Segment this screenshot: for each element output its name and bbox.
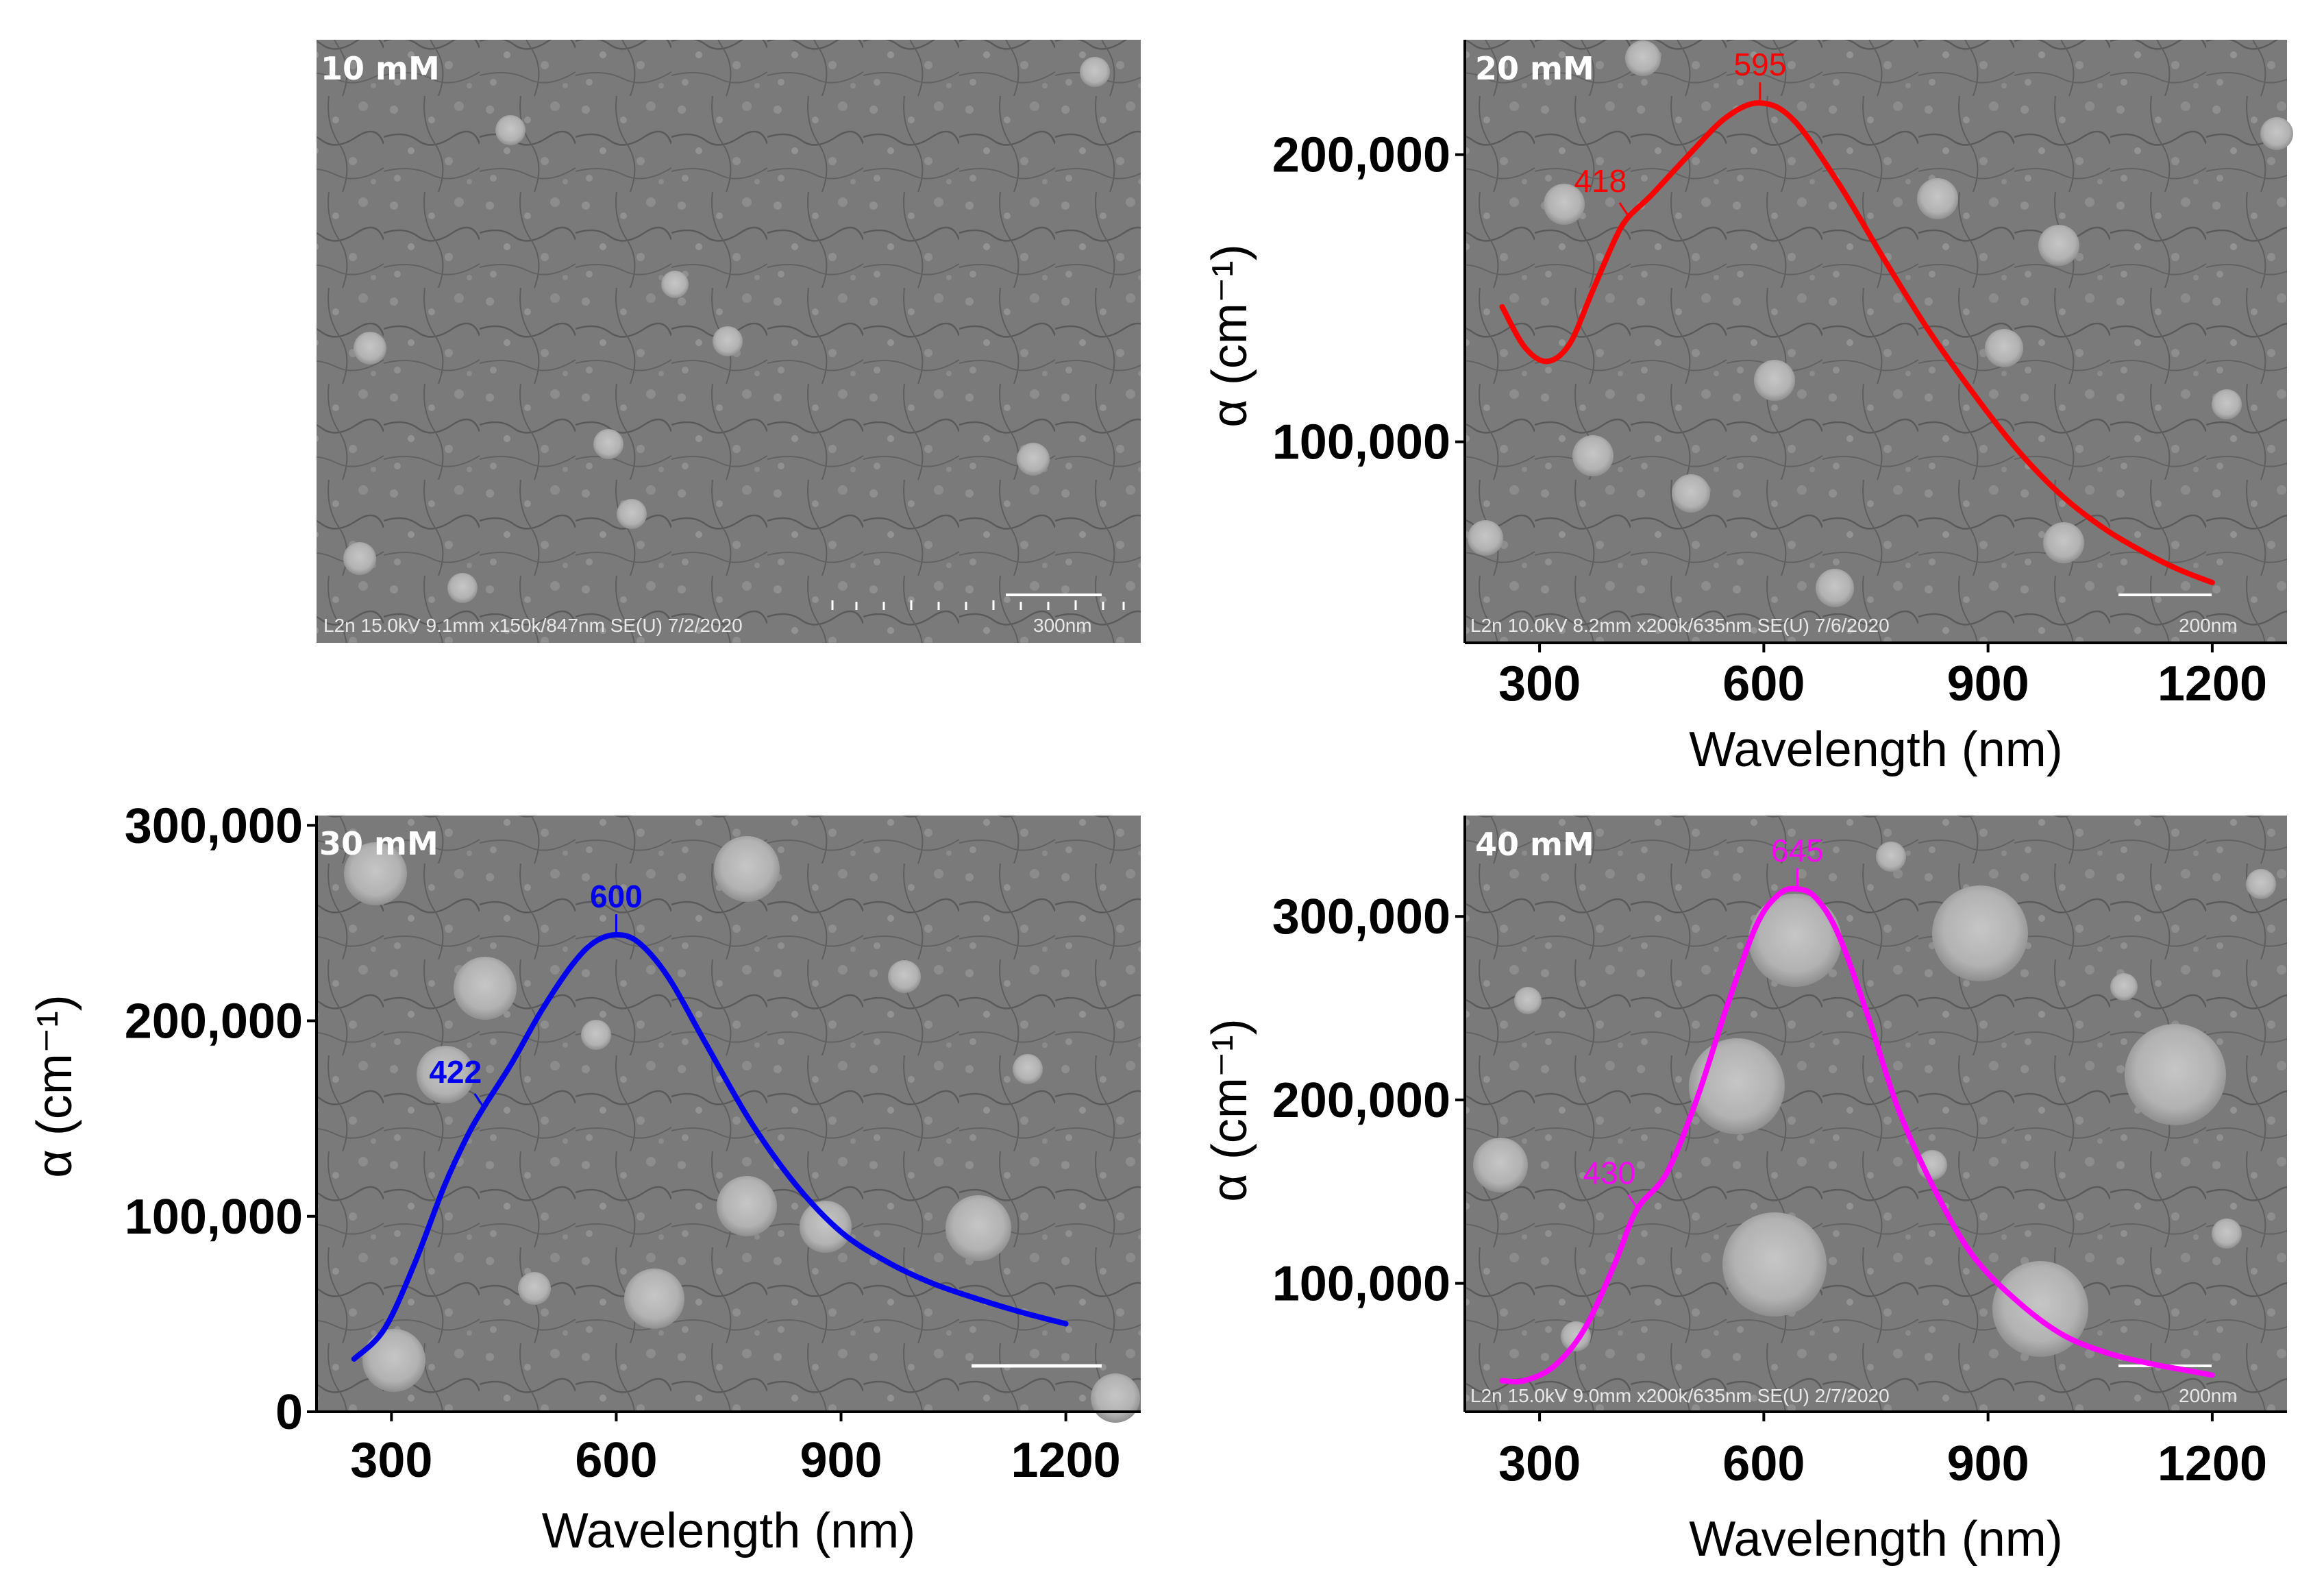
series-line — [1499, 100, 2215, 585]
y-tick-label: 200,000 — [125, 994, 303, 1049]
peak-annotation: 595 — [1734, 47, 1787, 82]
y-tick-label: 0 — [275, 1385, 303, 1440]
sem-info-40mM: L2n 15.0kV 9.0mm x200k/635nm SE(U) 2/7/2… — [1470, 1385, 1890, 1406]
panel-label-40mM: 40 mM — [1475, 826, 1594, 863]
sem-scale-text-20mM: 200nm — [2179, 615, 2238, 636]
annotation-arrow — [473, 1093, 484, 1107]
x-tick-label: 1200 — [2158, 657, 2267, 711]
x-tick-label: 300 — [1498, 1436, 1581, 1491]
sem-info-20mM: L2n 10.0kV 8.2mm x200k/635nm SE(U) 7/6/2… — [1470, 615, 1890, 636]
y-tick-label: 300,000 — [1272, 890, 1450, 944]
x-tick-label: 1200 — [2158, 1436, 2267, 1491]
x-tick-label: 300 — [1498, 657, 1581, 711]
sem-ticks-10mM — [831, 600, 1125, 610]
panel-30mM: 30 mM 300 600 900 1200 0 100,000 200,000 300,00… — [27, 798, 1141, 1558]
sem-particles-30mM — [344, 836, 1140, 1423]
y-tick-label: 100,000 — [1272, 1257, 1450, 1312]
x-axis-label: Wavelength (nm) — [1689, 722, 2063, 777]
sem-particles-20mM — [1468, 40, 2293, 607]
sem-scale-text-10mM: 300nm — [1033, 615, 1092, 636]
y-tick-label: 200,000 — [1272, 128, 1450, 183]
x-tick-label: 1200 — [1011, 1433, 1121, 1488]
x-axis-label: Wavelength (nm) — [542, 1504, 916, 1558]
x-tick-label: 600 — [575, 1433, 657, 1488]
y-tick-label: 100,000 — [1272, 415, 1450, 470]
peak-annotation: 418 — [1574, 163, 1627, 199]
x-tick-label: 600 — [1722, 1436, 1805, 1491]
x-tick-label: 900 — [1947, 657, 2029, 711]
y-tick-label: 100,000 — [125, 1190, 303, 1245]
y-tick-label: 200,000 — [1272, 1073, 1450, 1128]
sem-particles-10mM — [343, 57, 1110, 603]
y-axis-label: α (cm⁻¹) — [1202, 1018, 1257, 1202]
annotation-arrow — [1627, 1194, 1638, 1208]
panel-40mM: 40 mM L2n 15.0kV 9.0mm x200k/635nm SE(U)… — [1202, 816, 2287, 1567]
y-axis-label: α (cm⁻¹) — [1202, 244, 1257, 428]
sem-info-10mM: L2n 15.0kV 9.1mm x150k/847nm SE(U) 7/2/2… — [323, 615, 743, 636]
series-line — [351, 931, 1069, 1362]
peak-annotation: 430 — [1583, 1155, 1636, 1191]
x-tick-label: 900 — [800, 1433, 882, 1488]
panel-20mM: 20 mM L2n 10.0kV 8.2mm x200k/635nm SE(U)… — [1202, 40, 2293, 777]
sem-image-30mM — [317, 816, 1141, 1412]
panel-label-30mM: 30 mM — [319, 825, 438, 862]
chart-40mM: 300 600 900 1200 100,000 200,000 300,000 Wavele… — [1202, 816, 2287, 1567]
peak-annotation: 645 — [1771, 833, 1824, 868]
y-tick-label: 300,000 — [125, 798, 303, 853]
x-tick-label: 300 — [350, 1433, 432, 1488]
chart-20mM: 300 600 900 1200 100,000 200,000 Wavelength (n… — [1202, 40, 2287, 777]
sem-scale-text-40mM: 200nm — [2179, 1385, 2238, 1406]
panel-label-20mM: 20 mM — [1475, 50, 1594, 87]
series-line — [1499, 885, 2215, 1385]
sem-particles-40mM — [1473, 842, 2276, 1357]
peak-annotation: 422 — [429, 1054, 482, 1090]
chart-30mM: 300 600 900 1200 0 100,000 200,000 300,000 Wavel… — [27, 798, 1141, 1558]
peak-annotation: 600 — [590, 879, 643, 914]
y-axis-label: α (cm⁻¹) — [27, 994, 82, 1178]
x-axis-label: Wavelength (nm) — [1689, 1512, 2063, 1567]
annotation-arrow — [1618, 201, 1629, 216]
x-tick-label: 600 — [1722, 657, 1805, 711]
sem-image-20mM — [1465, 40, 2287, 643]
panel-10mM: 10 mM L2n 15.0kV 9.1mm x150k/847nm SE(U)… — [317, 40, 1141, 643]
panel-label-10mM: 10 mM — [321, 50, 440, 87]
x-tick-label: 900 — [1947, 1436, 2029, 1491]
